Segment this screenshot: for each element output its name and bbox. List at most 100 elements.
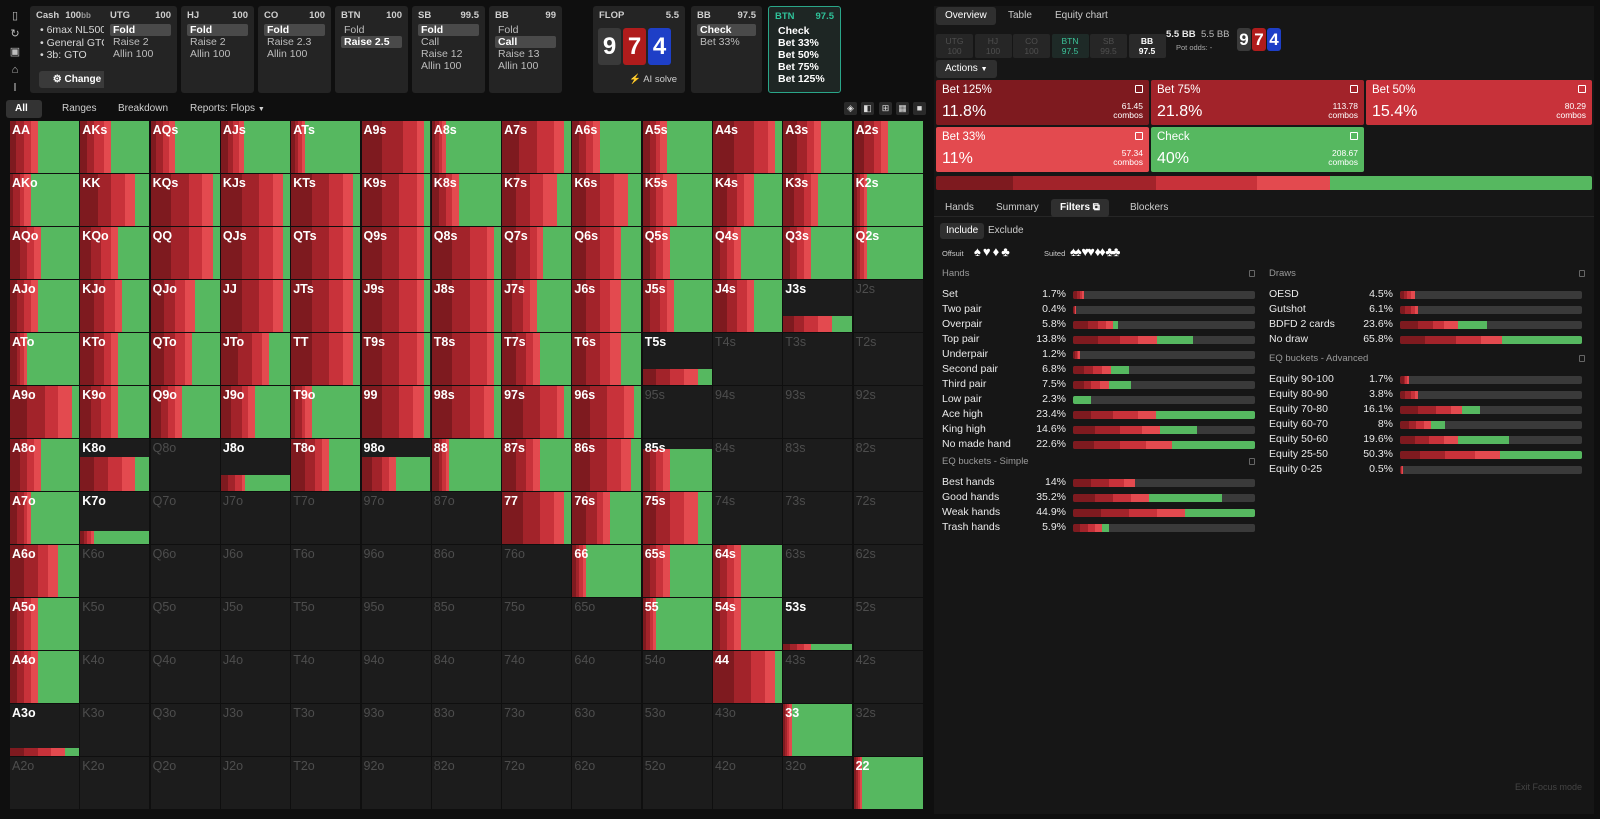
hand-cell[interactable]: 88 [431,439,501,491]
action-option[interactable]: Raise 2.5 [341,36,402,48]
hand-cell[interactable]: A3s [783,121,853,173]
hand-cell[interactable]: 86o [431,545,501,597]
hand-cell[interactable]: A8s [431,121,501,173]
section-toggle-icon[interactable] [1249,458,1255,465]
action-box[interactable]: Bet 125% 11.8% 61.45 combos [936,80,1149,125]
hand-cell[interactable]: J3s [783,280,853,332]
hand-cell[interactable]: ATo [10,333,79,385]
hand-cell[interactable]: Q4s [713,227,782,279]
hand-cell[interactable]: 65o [572,598,642,650]
hand-cell[interactable]: K4o [80,651,150,703]
tab-hands[interactable]: Hands [945,202,974,213]
hand-cell[interactable]: J4s [713,280,782,332]
hand-cell[interactable]: KJo [80,280,150,332]
hand-cell[interactable]: A8o [10,439,79,491]
expand-icon[interactable] [1135,132,1143,140]
hand-cell[interactable]: T9o [291,386,361,438]
filter-row[interactable]: Equity 0-25 0.5% [1269,463,1589,477]
expand-icon[interactable] [1350,132,1358,140]
hand-cell[interactable]: A5s [642,121,712,173]
hand-cell[interactable]: J5s [642,280,712,332]
hand-cell[interactable]: 96o [361,545,431,597]
actions-dropdown[interactable]: Actions ▼ [936,60,997,78]
hand-cell[interactable]: KQo [80,227,150,279]
hand-cell[interactable]: 87s [502,439,572,491]
action-option[interactable]: Check [778,25,810,37]
hand-cell[interactable]: ATs [291,121,361,173]
hand-cell[interactable]: 83o [431,704,501,756]
hand-cell[interactable]: K8o [80,439,150,491]
hand-cell[interactable]: 73o [502,704,572,756]
hand-cell[interactable]: 95s [642,386,712,438]
hand-cell[interactable]: KK [80,174,150,226]
hand-cell[interactable]: 43s [783,651,853,703]
hand-cell[interactable]: Q2o [150,757,220,809]
exclude-toggle[interactable]: Exclude [988,225,1024,236]
hand-cell[interactable]: 54o [642,651,712,703]
hand-cell[interactable]: 93o [361,704,431,756]
hand-cell[interactable]: K5s [642,174,712,226]
hand-cell[interactable]: QJs [220,227,290,279]
hand-cell[interactable]: 65s [642,545,712,597]
hand-cell[interactable]: A2s [853,121,923,173]
hand-cell[interactable]: 64o [572,651,642,703]
action-box[interactable]: Bet 33% 11% 57.34 combos [936,127,1149,172]
view-mode-split-icon[interactable]: ⊞ [879,102,892,115]
hand-cell[interactable]: AQo [10,227,79,279]
action-option[interactable]: Allin 100 [421,60,462,72]
hand-cell[interactable]: K7o [80,492,150,544]
filter-row[interactable]: No draw 65.8% [1269,333,1589,347]
hand-cell[interactable]: T9s [361,333,431,385]
hand-cell[interactable]: 92o [361,757,431,809]
action-option[interactable]: Raise 12 [421,48,463,60]
hand-cell[interactable]: Q3o [150,704,220,756]
hand-cell[interactable]: Q5o [150,598,220,650]
hand-cell[interactable]: T6o [291,545,361,597]
hand-cell[interactable]: 72o [502,757,572,809]
hand-cell[interactable]: 33 [783,704,853,756]
action-option[interactable]: Fold [187,24,248,36]
tab-ranges[interactable]: Ranges [62,103,97,114]
hand-cell[interactable]: K5o [80,598,150,650]
hand-cell[interactable]: 97o [361,492,431,544]
hand-cell[interactable]: 63o [572,704,642,756]
tab-equity-chart[interactable]: Equity chart [1055,10,1108,21]
hand-cell[interactable]: Q6o [150,545,220,597]
hand-cell[interactable]: AJo [10,280,79,332]
hand-cell[interactable]: K6o [80,545,150,597]
hand-cell[interactable]: KJs [220,174,290,226]
hand-cell[interactable]: K7s [502,174,572,226]
filter-row[interactable]: King high 14.6% [942,423,1262,437]
hand-cell[interactable]: 72s [853,492,923,544]
filter-row[interactable]: Equity 80-90 3.8% [1269,388,1589,402]
btn-node-card[interactable]: BTN 97.5 Check Bet 33% Bet 50% Bet 75% Bet 125… [768,6,841,93]
action-option[interactable]: Raise 2 [113,36,149,48]
action-option[interactable]: Call [421,36,440,48]
position-card-bb[interactable]: BB 99 Fold Call Raise 13 Allin 100 [489,6,562,93]
hand-cell[interactable]: T5s [642,333,712,385]
hand-cell[interactable]: K2o [80,757,150,809]
include-toggle[interactable]: Include [940,223,985,239]
position-card-hj[interactable]: HJ 100 Fold Raise 2 Allin 100 [181,6,254,93]
hand-cell[interactable]: JTo [220,333,290,385]
action-box[interactable]: Bet 50% 15.4% 80.29 combos [1366,80,1592,125]
hand-cell[interactable]: J7o [220,492,290,544]
tab-table[interactable]: Table [1008,10,1032,21]
hand-cell[interactable]: 86s [572,439,642,491]
hand-cell[interactable]: 97s [502,386,572,438]
hand-cell[interactable]: QQ [150,227,220,279]
hand-cell[interactable]: A2o [10,757,79,809]
hand-cell[interactable]: JTs [291,280,361,332]
action-option[interactable]: Fold [344,24,365,36]
hand-cell[interactable]: 82s [853,439,923,491]
hand-cell[interactable]: 76o [502,545,572,597]
section-toggle-icon[interactable] [1249,270,1255,277]
hand-cell[interactable]: 22 [853,757,923,809]
suited-suit-icons[interactable]: ♠♠ ♥♥ ♦♦ ♣♣ [1070,244,1120,259]
hand-cell[interactable]: 32s [853,704,923,756]
filter-row[interactable]: Low pair 2.3% [942,393,1262,407]
view-mode-cube-icon[interactable]: ◈ [844,102,857,115]
hand-cell[interactable]: 52o [642,757,712,809]
filter-row[interactable]: Gutshot 6.1% [1269,303,1589,317]
